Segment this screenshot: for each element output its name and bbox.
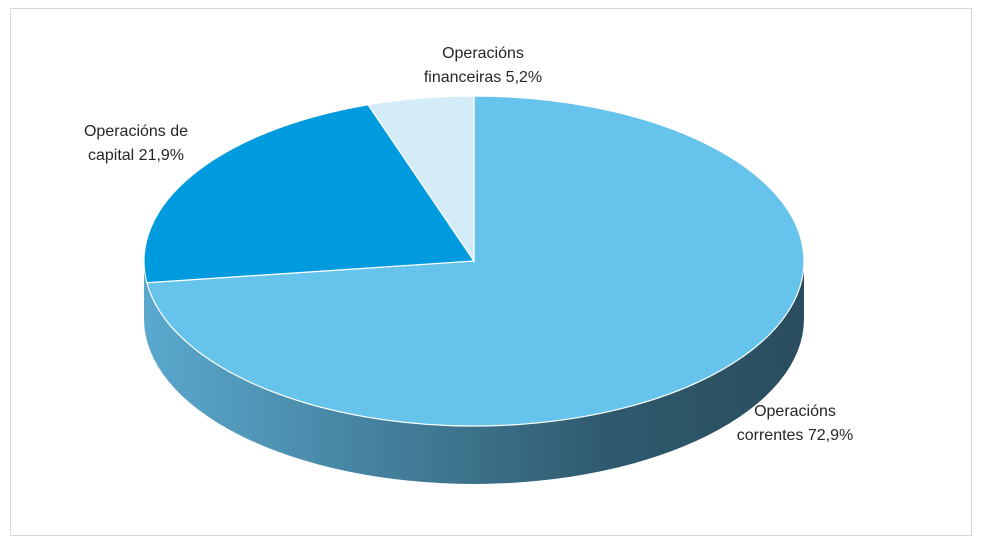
pie-chart: Operacións correntes 72,9% Operacións de ca… <box>84 45 853 484</box>
pie-label-correntes: Operacións correntes 72,9% <box>737 403 854 444</box>
pie-slice-capital <box>143 104 476 284</box>
pie-side-wall <box>144 261 804 484</box>
pie-label-line: Operacións de <box>84 123 188 140</box>
pie-label-line: financeiras 5,2% <box>424 69 542 86</box>
pie-side-wall-surface <box>144 261 804 484</box>
pie-slice-financeiras <box>367 95 475 263</box>
pie-slices <box>143 95 805 427</box>
chart-frame: Operacións correntes 72,9% Operacións de ca… <box>10 8 972 536</box>
pie-label-line: capital 21,9% <box>88 147 184 164</box>
pie-label-line: Operacións <box>442 45 524 62</box>
pie-label-financeiras: Operacións financeiras 5,2% <box>424 45 542 86</box>
pie-label-line: Operacións <box>754 403 836 420</box>
pie-labels: Operacións correntes 72,9% Operacións de ca… <box>84 45 853 444</box>
pie-label-capital: Operacións de capital 21,9% <box>84 123 188 164</box>
pie-label-line: correntes 72,9% <box>737 427 854 444</box>
pie-slice-correntes <box>146 95 805 427</box>
